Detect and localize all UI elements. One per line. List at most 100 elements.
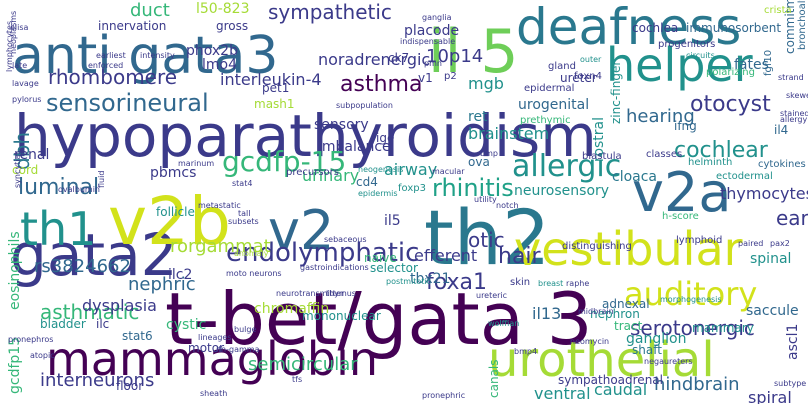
cloud-word: pronephric xyxy=(422,391,466,400)
cloud-word: tbx21 xyxy=(410,271,451,287)
cloud-word: efferent xyxy=(414,246,478,265)
cloud-word: phox2b xyxy=(186,43,238,59)
cloud-word: gross xyxy=(216,19,249,33)
cloud-word: mash1 xyxy=(254,97,295,111)
cloud-word: foxa1 xyxy=(426,270,488,295)
cloud-word: gata2 xyxy=(10,221,178,289)
cloud-word: vestibular xyxy=(514,222,743,276)
cloud-word: allergy xyxy=(780,115,808,124)
cloud-word: neogenesis xyxy=(358,165,404,174)
cloud-word: lmo4 xyxy=(202,57,237,73)
cloud-word: v1 xyxy=(418,71,433,85)
cloud-word: ear xyxy=(776,206,808,230)
cloud-word: t-bet/gata 3 xyxy=(165,277,593,361)
cloud-word: gland xyxy=(548,61,576,72)
cloud-word: ureteric xyxy=(476,291,508,300)
cloud-word: motor xyxy=(188,341,225,355)
cloud-word: selector xyxy=(370,261,418,275)
cloud-word: tract xyxy=(614,319,643,333)
cloud-word: thymus xyxy=(326,289,356,298)
cloud-word: subtype xyxy=(774,379,807,388)
cloud-word: urothelial xyxy=(488,332,715,388)
cloud-word: naive xyxy=(364,251,397,265)
cloud-word: l50-823 xyxy=(196,1,250,17)
cloud-word: interleukin-4 xyxy=(220,70,322,89)
cloud-word: utility xyxy=(474,195,497,204)
cloud-word: th2 xyxy=(424,193,551,282)
cloud-word: sebaceous xyxy=(324,235,367,244)
cloud-word: sympathoadrenal xyxy=(558,373,663,387)
cloud-word: polarizing xyxy=(706,67,755,78)
cloud-word: cochlea xyxy=(632,21,679,35)
cloud-word: ilc xyxy=(96,317,110,331)
cloud-word: bmp xyxy=(480,149,498,158)
cloud-word: hypoparathyroidism xyxy=(14,102,597,170)
cloud-word: ganglion xyxy=(626,331,687,347)
cloud-word: endolymphatic xyxy=(226,238,420,268)
cloud-word: urinary xyxy=(302,166,360,185)
cloud-word: moto neurons xyxy=(226,269,282,278)
cloud-word: otocyst xyxy=(690,92,771,117)
cloud-word: interneurons xyxy=(40,370,155,391)
cloud-word: ova xyxy=(468,155,490,169)
cloud-word: innervation xyxy=(98,19,167,33)
cloud-word: immunosorbent xyxy=(686,21,782,35)
cloud-word: macular xyxy=(432,167,465,176)
cloud-word: noradrenergic xyxy=(318,50,431,69)
cloud-word: placode xyxy=(404,23,460,39)
cloud-word: mgb xyxy=(468,74,504,93)
cloud-word: ventral xyxy=(534,384,591,403)
cloud-word: crista xyxy=(764,5,792,16)
cloud-word: outer xyxy=(580,55,602,64)
cloud-word: il5 xyxy=(384,213,401,229)
cloud-word: epidermal xyxy=(524,83,575,94)
cloud-word: imbalance xyxy=(318,139,391,155)
cloud-word: renal xyxy=(14,147,50,163)
cloud-word: v2b xyxy=(108,183,231,260)
cloud-word: skewed xyxy=(786,91,808,100)
cloud-word: strand xyxy=(778,73,804,82)
cloud-word: sensorineural xyxy=(46,89,209,117)
cloud-word: urogenital xyxy=(518,97,590,113)
cloud-word: lymphoid xyxy=(676,235,723,246)
cloud-word: foxn4 xyxy=(574,71,602,82)
cloud-word: atopic xyxy=(30,351,55,360)
cloud-word: il 5 xyxy=(428,17,519,87)
cloud-word: adnexal xyxy=(602,297,650,311)
cloud-word: pbmcs xyxy=(150,165,197,181)
cloud-word: cord xyxy=(12,163,39,177)
cloud-word: rorgammat xyxy=(170,236,271,257)
cloud-word: luminal xyxy=(18,175,100,200)
cloud-word: syncytial xyxy=(13,152,22,188)
cloud-word: anti gata3 xyxy=(12,26,279,86)
cloud-word: subpopulation xyxy=(336,101,393,110)
cloud-word: precursors xyxy=(286,167,339,178)
cloud-word: sheath xyxy=(200,389,228,398)
cloud-word: gastroindications xyxy=(300,263,369,272)
cloud-word: tfs xyxy=(292,375,303,384)
cloud-word: pylorus xyxy=(12,95,42,104)
cloud-word: rhinitis xyxy=(432,174,514,202)
cloud-word: paired xyxy=(738,239,764,248)
cloud-word: il4 xyxy=(774,123,789,137)
cloud-word: ck7 xyxy=(388,51,410,65)
cloud-word: spiral xyxy=(748,388,792,404)
cloud-word: ovalbumin xyxy=(58,185,100,194)
cloud-word: fgf10 xyxy=(763,49,774,76)
cloud-word: fates xyxy=(734,57,769,73)
cloud-word: dysplasia xyxy=(82,296,157,315)
cloud-word: ureter xyxy=(560,71,597,85)
cloud-word: intensity xyxy=(140,51,175,60)
cloud-word: duct xyxy=(130,0,170,21)
cloud-word: allergic xyxy=(512,149,622,184)
cloud-word: ret xyxy=(468,109,488,125)
cloud-word: nephron xyxy=(590,307,640,321)
cloud-word: bmp4 xyxy=(514,347,538,356)
cloud-word: wolffian xyxy=(488,319,520,328)
cloud-word: lineages xyxy=(198,333,232,342)
cloud-word: neurosensory xyxy=(514,183,610,199)
cloud-word: mononuclear xyxy=(302,309,381,323)
cloud-word: thymocytes xyxy=(720,184,808,203)
cloud-word: distinguishing xyxy=(562,241,632,252)
